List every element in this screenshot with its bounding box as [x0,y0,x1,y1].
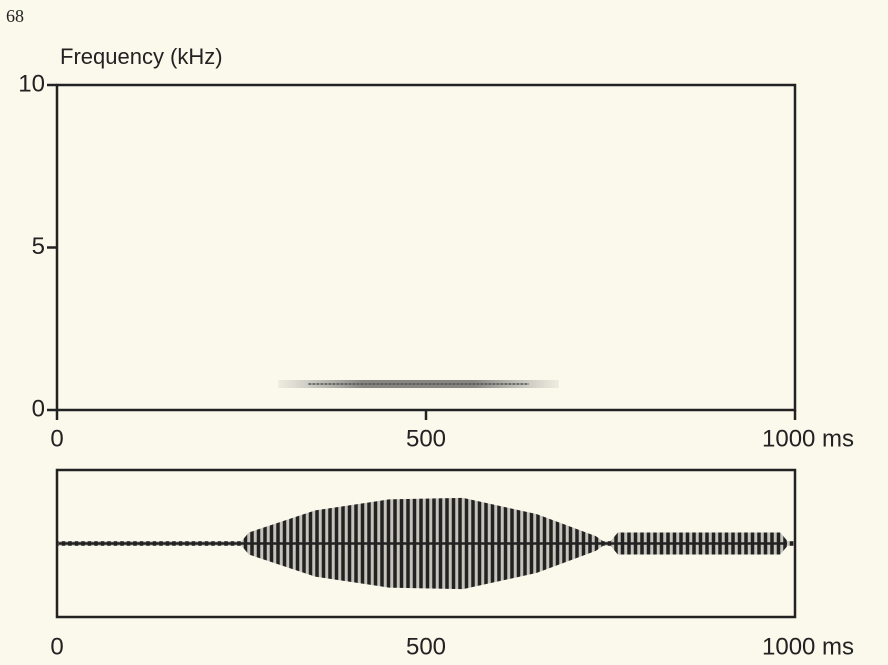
y-axis-label: Frequency (kHz) [60,44,223,69]
x-tick-label: 0 [50,633,63,660]
page-number: 68 [6,6,24,26]
y-tick-label: 5 [32,233,45,260]
x-tick-label: 0 [50,425,63,452]
x-tick-label: 500 [406,425,446,452]
y-tick-label: 10 [18,70,45,97]
x-tick-label: 1000 ms [762,633,854,660]
y-tick-label: 0 [32,395,45,422]
x-tick-label: 500 [406,633,446,660]
plot-frame [55,83,797,412]
x-tick-label: 1000 ms [762,425,854,452]
